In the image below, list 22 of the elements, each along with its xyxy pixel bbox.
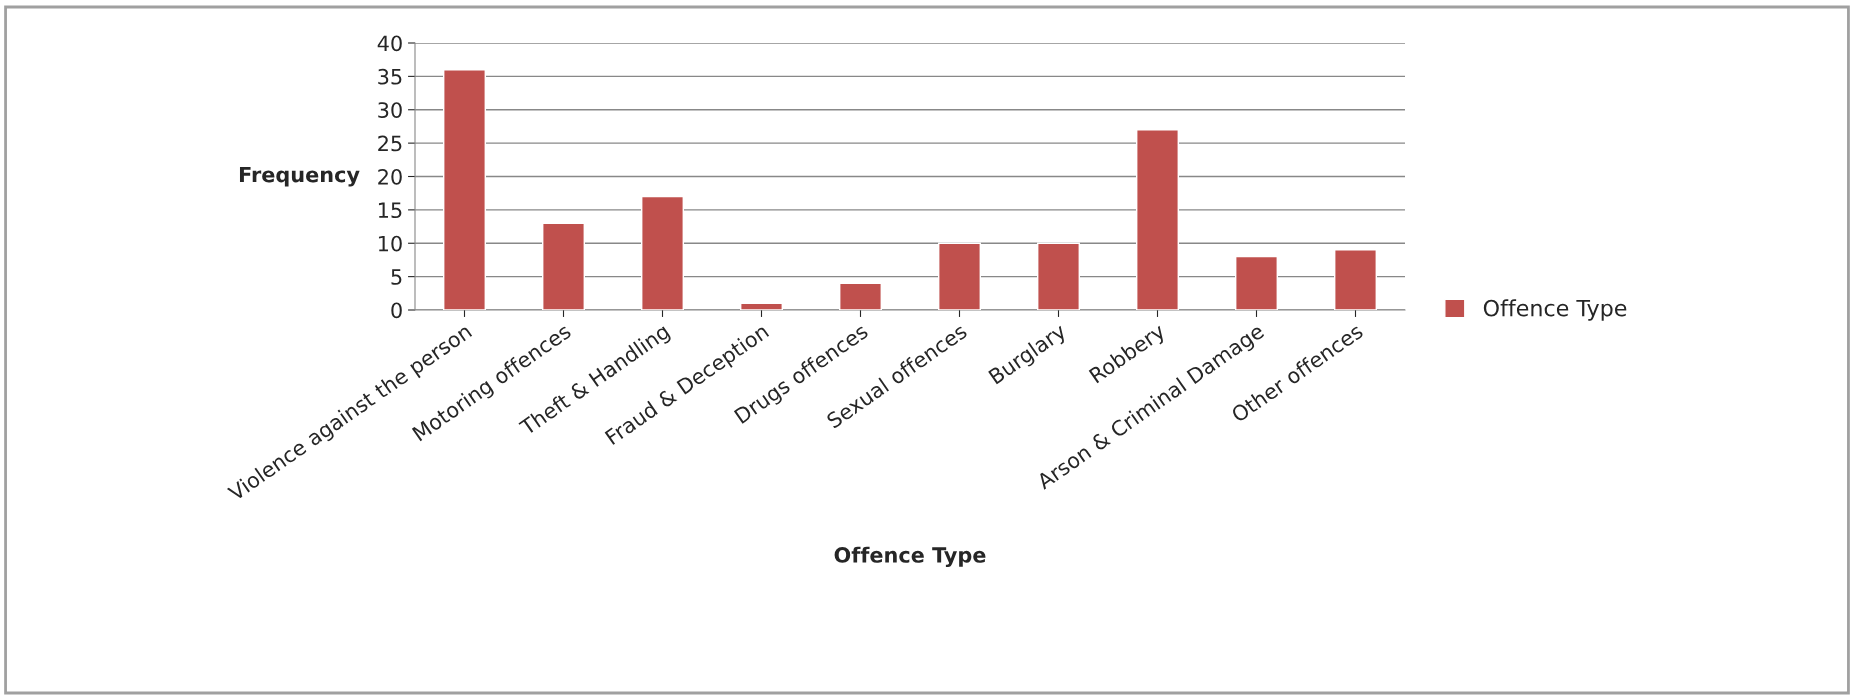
y-tick-label: 5 — [391, 269, 402, 285]
y-tick-label: 20 — [378, 168, 402, 185]
y-tick-label: 35 — [378, 68, 402, 85]
bar — [443, 69, 486, 310]
bar — [938, 242, 981, 310]
bar — [740, 302, 783, 310]
bar — [1334, 249, 1377, 310]
bar — [641, 195, 684, 310]
bar — [542, 222, 585, 310]
bar — [839, 282, 882, 310]
y-tick-label: 25 — [378, 135, 402, 152]
y-tick-label: 40 — [377, 35, 402, 52]
y-tick-label: 10 — [378, 235, 402, 252]
y-tick-label: 30 — [378, 102, 402, 118]
bar — [1037, 242, 1080, 310]
x-axis-title: Offence Type — [834, 546, 986, 568]
y-axis-title: Frequency — [239, 166, 360, 187]
bar — [1136, 129, 1179, 310]
legend-label: Offence Type — [1483, 299, 1627, 321]
y-tick-label: 0 — [391, 302, 402, 319]
bar — [1235, 255, 1278, 310]
y-tick-label: 15 — [378, 202, 402, 219]
